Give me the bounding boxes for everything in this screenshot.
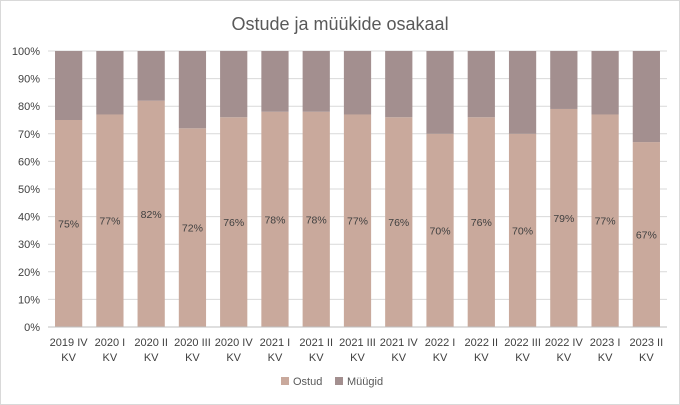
bar-m-gid bbox=[178, 51, 207, 129]
x-tick-label: 2022 I KV bbox=[425, 337, 456, 364]
data-label: 78% bbox=[306, 214, 327, 226]
bar-m-gid bbox=[591, 51, 619, 115]
bar-m-gid bbox=[550, 51, 578, 109]
x-tick-label: 2021 II KV bbox=[299, 337, 333, 364]
legend: Ostud Müügid bbox=[281, 376, 383, 388]
data-labels: 75% 77% 82% 72% 76% 78% 78% 77% 76% 70% 76% 70% 79% 7… bbox=[58, 209, 657, 242]
legend-label: Ostud bbox=[293, 376, 322, 388]
y-tick-label: 30% bbox=[18, 239, 40, 251]
bar-m-gid bbox=[508, 51, 537, 134]
y-tick-label: 20% bbox=[18, 267, 40, 279]
bar-ostud bbox=[220, 117, 248, 328]
bar-ostud bbox=[261, 111, 289, 327]
x-tick-label: 2020 II KV bbox=[134, 337, 168, 364]
x-tick-label: 2022 III KV bbox=[504, 337, 541, 364]
chart-title: Ostude ja müükide osakaal bbox=[231, 14, 448, 34]
y-tick-label: 40% bbox=[18, 212, 40, 224]
x-tick-label: 2019 IV KV bbox=[50, 337, 89, 364]
data-label: 70% bbox=[512, 225, 533, 237]
bar-ostud bbox=[426, 133, 454, 327]
bar-m-gid bbox=[385, 51, 413, 118]
bars bbox=[55, 51, 660, 328]
bar-m-gid bbox=[261, 51, 289, 112]
data-label: 77% bbox=[347, 216, 368, 228]
bar-m-gid bbox=[632, 51, 660, 143]
x-tick-label: 2023 I KV bbox=[590, 337, 621, 364]
y-tick-label: 70% bbox=[18, 129, 40, 141]
y-tick-label: 100% bbox=[12, 46, 40, 58]
data-label: 78% bbox=[264, 214, 285, 226]
bar-ostud bbox=[96, 114, 124, 327]
legend-swatch bbox=[335, 377, 343, 385]
x-tick-label: 2021 I KV bbox=[260, 337, 291, 364]
legend-label: Müügid bbox=[347, 376, 383, 388]
bar-m-gid bbox=[467, 51, 495, 118]
y-axis: 0% 10% 20% 30% 40% 50% 60% 70% 80% 90% 100% bbox=[12, 46, 40, 334]
x-tick-label: 2023 II KV bbox=[630, 337, 664, 364]
bar-ostud bbox=[343, 114, 372, 327]
bar-m-gid bbox=[96, 51, 124, 115]
bar-ostud bbox=[178, 128, 207, 327]
data-label: 79% bbox=[553, 213, 574, 225]
y-tick-label: 10% bbox=[18, 294, 40, 306]
data-label: 77% bbox=[99, 216, 120, 228]
x-tick-label: 2021 III KV bbox=[339, 337, 376, 364]
x-tick-label: 2020 III KV bbox=[174, 337, 211, 364]
data-label: 67% bbox=[636, 230, 657, 242]
data-label: 70% bbox=[430, 225, 451, 237]
bar-m-gid bbox=[302, 51, 330, 112]
bar-ostud bbox=[55, 120, 83, 327]
data-label: 75% bbox=[58, 219, 79, 231]
data-label: 82% bbox=[141, 209, 162, 221]
legend-swatch bbox=[281, 377, 289, 385]
y-tick-label: 60% bbox=[18, 156, 40, 168]
bar-ostud bbox=[467, 117, 495, 328]
bar-m-gid bbox=[55, 51, 83, 120]
x-tick-label: 2020 I KV bbox=[95, 337, 126, 364]
bar-ostud bbox=[385, 117, 413, 328]
data-label: 76% bbox=[471, 217, 492, 229]
bar-ostud bbox=[632, 142, 660, 327]
bar-m-gid bbox=[137, 51, 165, 101]
bar-ostud bbox=[302, 111, 330, 327]
data-label: 76% bbox=[223, 217, 244, 229]
y-tick-label: 90% bbox=[18, 74, 40, 86]
data-label: 72% bbox=[182, 223, 203, 235]
bar-ostud bbox=[550, 108, 578, 328]
bar-m-gid bbox=[220, 51, 248, 118]
data-label: 77% bbox=[595, 216, 616, 228]
data-label: 76% bbox=[388, 217, 409, 229]
x-tick-label: 2020 IV KV bbox=[215, 337, 254, 364]
y-tick-label: 0% bbox=[24, 322, 40, 334]
y-tick-label: 50% bbox=[18, 184, 40, 196]
bar-m-gid bbox=[426, 51, 454, 134]
bar-m-gid bbox=[343, 51, 372, 115]
x-tick-label: 2022 II KV bbox=[464, 337, 498, 364]
bar-ostud bbox=[508, 133, 537, 327]
bar-ostud bbox=[137, 100, 165, 328]
bar-ostud bbox=[591, 114, 619, 327]
x-tick-label: 2021 IV KV bbox=[380, 337, 419, 364]
y-tick-label: 80% bbox=[18, 101, 40, 113]
x-tick-label: 2022 IV KV bbox=[545, 337, 584, 364]
